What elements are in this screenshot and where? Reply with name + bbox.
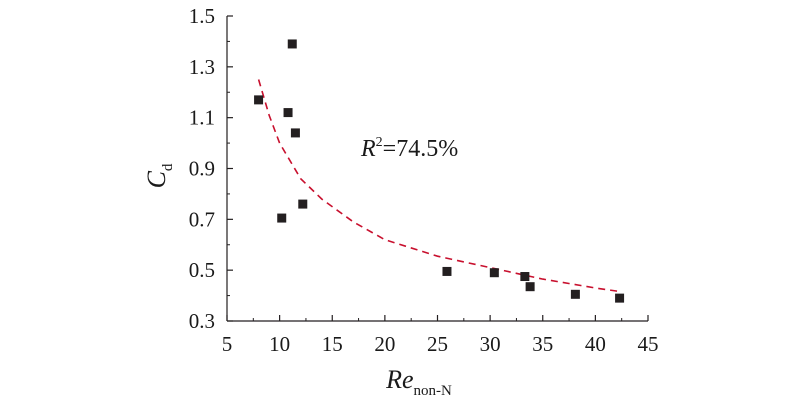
data-point: [277, 213, 287, 223]
y-axis-title: Cd: [142, 163, 176, 188]
y-tick-label: 0.7: [189, 207, 215, 231]
y-tick-label: 1.5: [189, 4, 215, 28]
data-point: [254, 95, 264, 105]
y-tick-label: 0.9: [189, 157, 215, 181]
data-point: [570, 289, 580, 299]
data-point: [615, 293, 625, 303]
axes: 5 10 15 20 25 30 35 40 45 0.3 0.5 0.7 0.9 1.1 1.3 1.5: [189, 4, 659, 356]
data-point: [287, 39, 297, 49]
data-point: [525, 282, 535, 292]
data-point: [283, 108, 293, 118]
y-axis-title-subscript: d: [160, 163, 176, 171]
x-tick-label: 45: [638, 332, 659, 356]
y-tick-label: 1.1: [189, 106, 215, 130]
x-tick-label: 5: [222, 332, 233, 356]
data-point: [520, 272, 530, 282]
data-point: [442, 266, 452, 276]
y-tick-label: 0.3: [189, 309, 215, 333]
x-tick-label: 30: [480, 332, 501, 356]
x-tick-label: 40: [585, 332, 606, 356]
data-points-layer: [254, 39, 625, 303]
x-tick-label: 20: [374, 332, 395, 356]
x-axis-title: Renon-N: [385, 365, 452, 399]
x-tick-label: 15: [322, 332, 343, 356]
r-squared-annotation: R2=74.5%: [360, 135, 458, 162]
r-squared-superscript: 2: [376, 135, 383, 150]
y-tick-label: 0.5: [189, 258, 215, 282]
fit-curve: [257, 79, 622, 293]
data-point: [298, 199, 308, 209]
x-axis-title-main: Re: [385, 365, 413, 394]
r-squared-value: =74.5%: [383, 136, 459, 162]
r-squared-symbol: R: [360, 136, 376, 162]
y-tick-label: 1.3: [189, 55, 215, 79]
x-tick-label: 25: [427, 332, 448, 356]
data-point: [290, 128, 300, 138]
x-tick-label: 10: [269, 332, 290, 356]
data-point: [489, 268, 499, 278]
y-axis-title-main: C: [142, 170, 171, 188]
x-axis-title-subscript: non-N: [414, 383, 452, 399]
x-tick-label: 35: [532, 332, 553, 356]
fit-curve-layer: [257, 79, 622, 293]
